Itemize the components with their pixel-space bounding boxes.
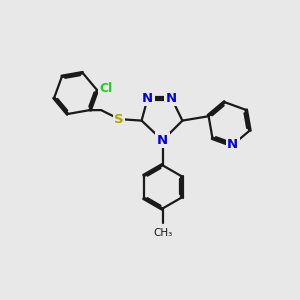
Text: N: N <box>166 92 177 105</box>
Text: N: N <box>157 134 168 147</box>
Text: N: N <box>142 92 153 105</box>
Text: CH₃: CH₃ <box>153 228 172 238</box>
Text: N: N <box>227 138 238 152</box>
Text: S: S <box>114 112 124 126</box>
Text: Cl: Cl <box>99 82 112 95</box>
